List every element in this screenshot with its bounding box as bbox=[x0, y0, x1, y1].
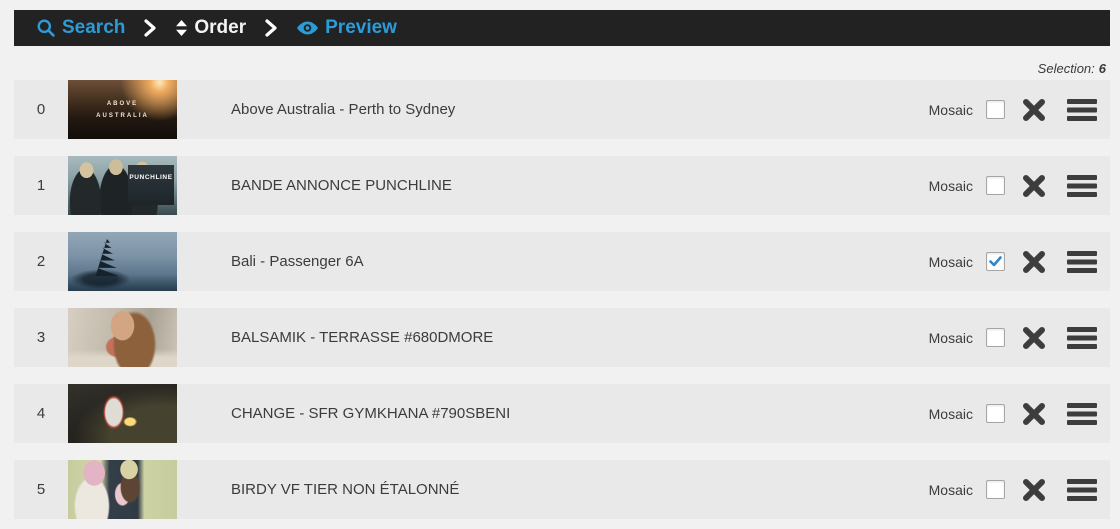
row-index: 1 bbox=[36, 177, 46, 194]
video-thumbnail[interactable]: PUNCHLINE bbox=[68, 156, 177, 215]
row-controls: Mosaic bbox=[928, 326, 1110, 349]
hamburger-drag-icon[interactable] bbox=[1067, 402, 1097, 425]
breadcrumb-search-label: Search bbox=[62, 17, 126, 38]
selection-label: Selection: bbox=[1037, 61, 1095, 76]
row-title: BIRDY VF TIER NON ÉTALONNÉ bbox=[231, 481, 460, 498]
mosaic-checkbox[interactable] bbox=[986, 404, 1005, 423]
row-title: BALSAMIK - TERRASSE #680DMORE bbox=[231, 329, 494, 346]
x-remove-icon[interactable] bbox=[1022, 478, 1046, 501]
video-list: 0 ABOVE AUSTRALIA Above Australia - Pert… bbox=[14, 80, 1110, 519]
video-thumbnail[interactable]: ABOVE AUSTRALIA bbox=[68, 80, 177, 139]
chevron-right-icon bbox=[144, 18, 156, 38]
row-controls: Mosaic bbox=[928, 250, 1110, 273]
row-controls: Mosaic bbox=[928, 478, 1110, 501]
table-row: 3 BALSAMIK - TERRASSE #680DMORE Mosaic bbox=[14, 308, 1110, 367]
x-remove-icon[interactable] bbox=[1022, 250, 1046, 273]
hamburger-drag-icon[interactable] bbox=[1067, 174, 1097, 197]
mosaic-checkbox[interactable] bbox=[986, 480, 1005, 499]
row-index: 2 bbox=[36, 253, 46, 270]
selection-count: Selection: 6 bbox=[1038, 61, 1106, 76]
row-title: Bali - Passenger 6A bbox=[231, 253, 364, 270]
table-row: 2 Bali - Passenger 6A Mosaic bbox=[14, 232, 1110, 291]
row-controls: Mosaic bbox=[928, 402, 1110, 425]
thumbnail-overlay-text: ABOVE AUSTRALIA bbox=[96, 100, 149, 119]
row-title: Above Australia - Perth to Sydney bbox=[231, 101, 456, 118]
search-icon bbox=[36, 18, 56, 38]
breadcrumb-order[interactable]: Order bbox=[175, 17, 246, 39]
video-thumbnail[interactable] bbox=[68, 308, 177, 367]
x-remove-icon[interactable] bbox=[1022, 326, 1046, 349]
row-title: BANDE ANNONCE PUNCHLINE bbox=[231, 177, 452, 194]
row-index: 0 bbox=[36, 101, 46, 118]
mosaic-label: Mosaic bbox=[928, 101, 973, 118]
checkmark-icon bbox=[989, 256, 1002, 267]
row-title: CHANGE - SFR GYMKHANA #790SBENI bbox=[231, 405, 511, 422]
chevron-right-icon bbox=[265, 18, 277, 38]
table-row: 5 BIRDY VF TIER NON ÉTALONNÉ Mosaic bbox=[14, 460, 1110, 519]
row-index: 5 bbox=[36, 481, 46, 498]
mosaic-label: Mosaic bbox=[928, 253, 973, 270]
hamburger-drag-icon[interactable] bbox=[1067, 98, 1097, 121]
row-controls: Mosaic bbox=[928, 98, 1110, 121]
video-thumbnail[interactable] bbox=[68, 232, 177, 291]
mosaic-label: Mosaic bbox=[928, 177, 973, 194]
table-row: 4 CHANGE - SFR GYMKHANA #790SBENI Mosaic bbox=[14, 384, 1110, 443]
mosaic-label: Mosaic bbox=[928, 481, 973, 498]
video-thumbnail[interactable] bbox=[68, 384, 177, 443]
video-thumbnail[interactable] bbox=[68, 460, 177, 519]
table-row: 1 PUNCHLINE BANDE ANNONCE PUNCHLINE Mosa… bbox=[14, 156, 1110, 215]
hamburger-drag-icon[interactable] bbox=[1067, 478, 1097, 501]
mosaic-label: Mosaic bbox=[928, 405, 973, 422]
x-remove-icon[interactable] bbox=[1022, 174, 1046, 197]
mosaic-label: Mosaic bbox=[928, 329, 973, 346]
mosaic-checkbox[interactable] bbox=[986, 100, 1005, 119]
hamburger-drag-icon[interactable] bbox=[1067, 250, 1097, 273]
sort-arrows-icon bbox=[175, 19, 188, 37]
x-remove-icon[interactable] bbox=[1022, 98, 1046, 121]
row-index: 4 bbox=[36, 405, 46, 422]
breadcrumb: Search Order Preview bbox=[14, 10, 1110, 46]
temple-silhouette bbox=[95, 239, 119, 276]
table-row: 0 ABOVE AUSTRALIA Above Australia - Pert… bbox=[14, 80, 1110, 139]
x-remove-icon[interactable] bbox=[1022, 402, 1046, 425]
selection-value: 6 bbox=[1098, 61, 1106, 76]
breadcrumb-preview-label: Preview bbox=[325, 17, 397, 38]
breadcrumb-order-label: Order bbox=[194, 17, 247, 38]
hamburger-drag-icon[interactable] bbox=[1067, 326, 1097, 349]
breadcrumb-search[interactable]: Search bbox=[36, 17, 125, 39]
mosaic-checkbox[interactable] bbox=[986, 176, 1005, 195]
mosaic-checkbox[interactable] bbox=[986, 328, 1005, 347]
mosaic-checkbox[interactable] bbox=[986, 252, 1005, 271]
eye-icon bbox=[296, 20, 319, 36]
row-controls: Mosaic bbox=[928, 174, 1110, 197]
breadcrumb-preview[interactable]: Preview bbox=[296, 17, 397, 39]
thumbnail-overlay-text: PUNCHLINE bbox=[128, 165, 174, 205]
row-index: 3 bbox=[36, 329, 46, 346]
